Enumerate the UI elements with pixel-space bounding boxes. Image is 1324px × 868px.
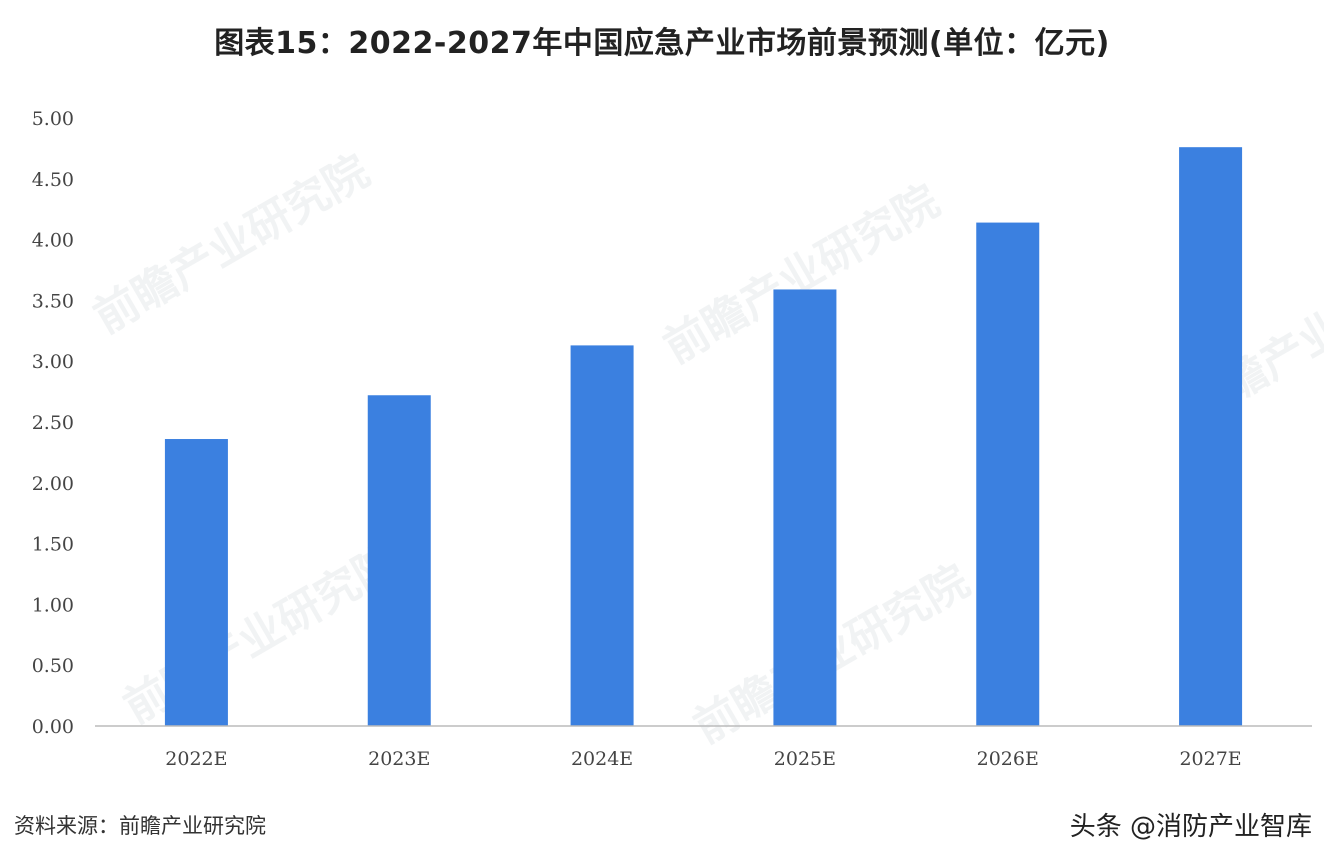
x-tick-label: 2026E bbox=[977, 748, 1039, 770]
y-tick-label: 5.00 bbox=[32, 108, 74, 130]
x-tick-label: 2027E bbox=[1179, 748, 1241, 770]
x-tick-label: 2025E bbox=[774, 748, 836, 770]
bar-2025E bbox=[773, 289, 837, 726]
y-tick-label: 3.00 bbox=[32, 351, 74, 373]
bar-2026E bbox=[976, 222, 1040, 727]
y-tick-label: 4.50 bbox=[32, 169, 74, 191]
x-tick-label: 2023E bbox=[368, 748, 430, 770]
bar-2027E bbox=[1179, 147, 1243, 726]
y-tick-label: 0.50 bbox=[32, 655, 74, 677]
chart-title: 图表15：2022-2027年中国应急产业市场前景预测(单位：亿元) bbox=[214, 26, 1110, 61]
y-tick-label: 2.00 bbox=[32, 473, 74, 495]
bar-2023E bbox=[367, 395, 431, 726]
bars-group bbox=[164, 147, 1243, 727]
y-axis: 0.00 0.50 1.00 1.50 2.00 2.50 3.00 3.50 4.00 4.50… bbox=[32, 108, 74, 738]
source-note: 资料来源：前瞻产业研究院 bbox=[14, 814, 266, 838]
y-tick-label: 3.50 bbox=[32, 290, 74, 312]
y-tick-label: 4.00 bbox=[32, 230, 74, 252]
y-tick-label: 1.50 bbox=[32, 534, 74, 556]
bar-2022E bbox=[164, 439, 228, 726]
credit-text: 头条 @消防产业智库 bbox=[1069, 812, 1312, 842]
y-tick-label: 2.50 bbox=[32, 412, 74, 434]
y-tick-label: 0.00 bbox=[32, 716, 74, 738]
x-tick-label: 2024E bbox=[571, 748, 633, 770]
x-axis: 2022E 2023E 2024E 2025E 2026E 2027E bbox=[165, 748, 1241, 770]
y-tick-label: 1.00 bbox=[32, 594, 74, 616]
x-tick-label: 2022E bbox=[165, 748, 227, 770]
bar-2024E bbox=[570, 345, 634, 726]
bar-chart: 0.00 0.50 1.00 1.50 2.00 2.50 3.00 3.50 4.00 4.50… bbox=[32, 108, 1312, 770]
